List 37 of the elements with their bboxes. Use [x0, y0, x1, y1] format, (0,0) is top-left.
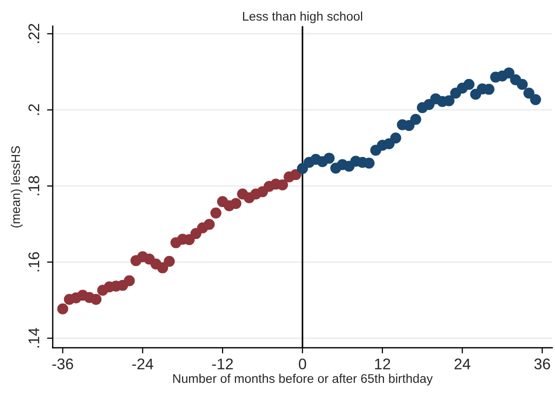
point	[404, 120, 415, 131]
point	[124, 275, 135, 286]
point	[516, 78, 528, 90]
point	[57, 303, 68, 314]
point	[390, 132, 402, 144]
point	[157, 262, 168, 274]
x-tick-label: 12	[375, 358, 390, 370]
x-tick-label: 0	[298, 358, 306, 370]
point	[90, 294, 102, 305]
point	[230, 198, 242, 209]
y-tick-label: .22	[28, 24, 40, 43]
x-tick-label: -12	[212, 358, 233, 370]
x-tick-label: -36	[52, 358, 74, 370]
point	[424, 99, 435, 110]
y-axis-title: (mean) lessHS	[10, 146, 23, 228]
y-tick-label: .2	[28, 104, 40, 115]
point	[503, 67, 514, 78]
point	[164, 256, 175, 267]
point	[190, 228, 202, 240]
point	[290, 169, 302, 180]
point	[364, 158, 375, 169]
point	[463, 78, 474, 90]
chart-title: Less than high school	[243, 12, 362, 24]
x-tick-label: -24	[132, 358, 154, 370]
y-tick-label: .18	[28, 176, 40, 196]
point	[530, 94, 542, 106]
x-tick-label: 36	[534, 358, 550, 370]
y-tick-label: .14	[28, 328, 40, 348]
x-tick-label: 24	[454, 358, 470, 370]
point	[324, 152, 335, 164]
point	[410, 114, 422, 125]
point	[204, 218, 215, 230]
y-tick-label: .16	[28, 252, 40, 272]
point	[210, 208, 222, 218]
x-axis-title: Number of months before or after 65th birthday	[173, 374, 433, 386]
point	[296, 162, 308, 174]
point	[523, 88, 534, 99]
